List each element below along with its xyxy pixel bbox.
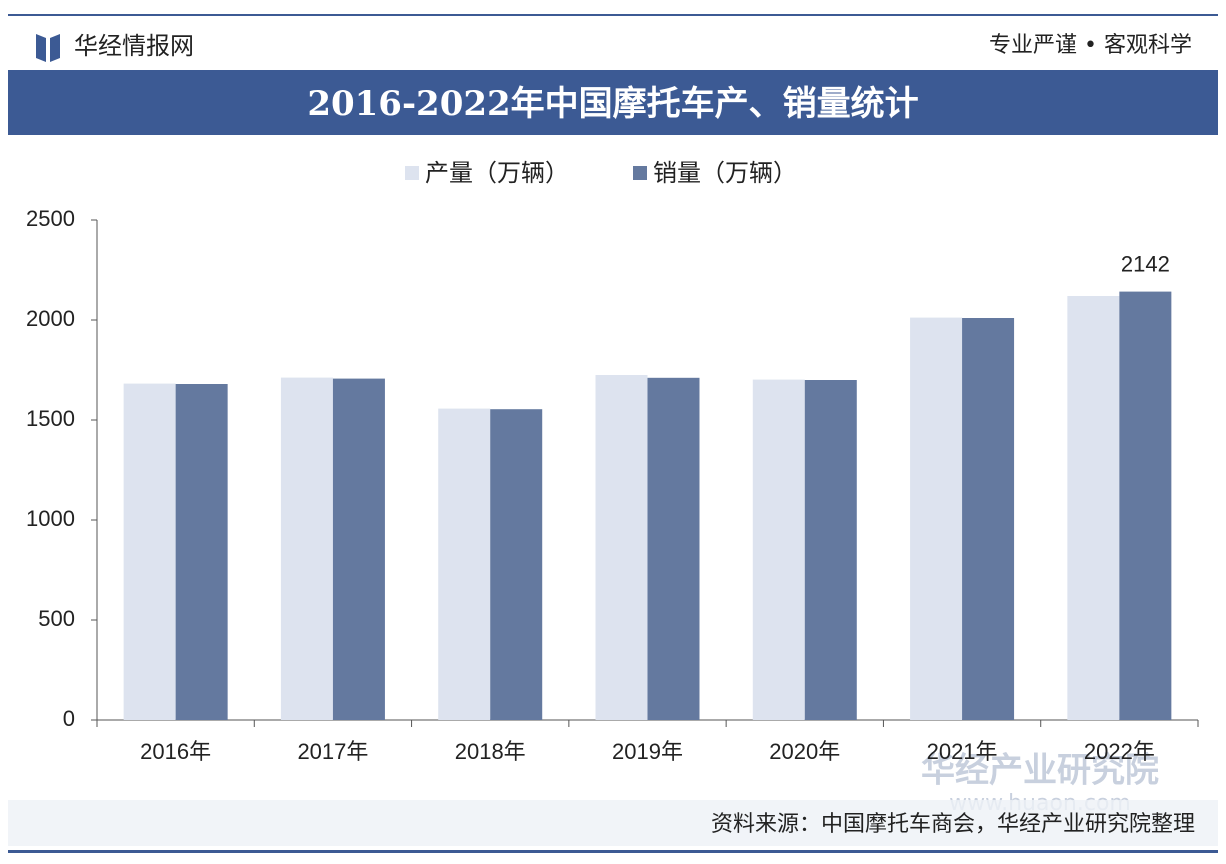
x-tick-label: 2022年 [1084, 739, 1155, 764]
x-tick-label: 2021年 [927, 739, 998, 764]
y-tick-label: 1500 [26, 406, 75, 431]
bar [804, 380, 857, 720]
watermark: 华经产业研究院 [921, 751, 1159, 791]
y-tick-label: 500 [38, 606, 75, 631]
slogan: 专业严谨 • 客观科学 [989, 33, 1192, 58]
top-rule [8, 14, 1218, 16]
bar [438, 408, 491, 720]
bar [647, 377, 700, 720]
x-tick-label: 2017年 [297, 739, 368, 764]
bar [280, 377, 333, 720]
source: 资料来源：中国摩托车商会，华经产业研究院整理 [711, 812, 1195, 837]
bar [1119, 291, 1172, 720]
bar [910, 317, 963, 720]
x-tick-label: 2016年 [140, 739, 211, 764]
legend-label: 销量（万辆） [653, 159, 797, 187]
bar [752, 379, 805, 720]
bottom-rule [8, 850, 1218, 853]
footer-band [8, 800, 1218, 846]
logo [36, 34, 60, 62]
bar [123, 383, 176, 720]
x-tick-label: 2018年 [455, 739, 526, 764]
legend-swatch [405, 166, 419, 180]
legend-label: 产量（万辆） [425, 159, 569, 187]
y-tick-label: 2500 [26, 206, 75, 231]
bar [175, 384, 228, 720]
bar [490, 409, 543, 720]
x-tick-label: 2019年 [612, 739, 683, 764]
bar [332, 378, 385, 720]
brand: 华经情报网 [74, 32, 194, 60]
data-label: 2142 [1121, 251, 1170, 276]
title-band [8, 70, 1218, 135]
bar [1067, 296, 1120, 720]
y-tick-label: 2000 [26, 306, 75, 331]
bar [595, 375, 648, 720]
bar [962, 318, 1015, 720]
x-tick-label: 2020年 [769, 739, 840, 764]
y-tick-label: 0 [63, 706, 75, 731]
y-tick-label: 1000 [26, 506, 75, 531]
chart-title: 2016-2022年中国摩托车产、销量统计 [307, 84, 918, 124]
legend-swatch [633, 166, 647, 180]
